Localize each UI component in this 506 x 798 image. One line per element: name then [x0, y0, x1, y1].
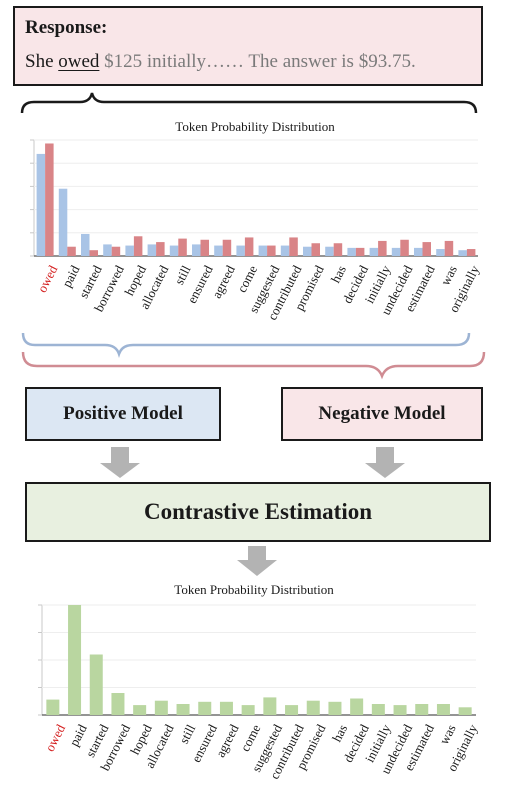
bar-contrastive-ensured: [198, 701, 212, 715]
bar-contrastive-still: [176, 704, 190, 715]
bar-contrastive-originally: [458, 707, 472, 715]
bar-negative-come: [244, 237, 254, 256]
bar-positive-initially: [369, 247, 379, 256]
x-tick-label-still: still: [171, 263, 193, 288]
bar-negative-borrowed: [111, 246, 121, 256]
bar-positive-started: [81, 233, 90, 256]
x-tick-label-agreed: agreed: [209, 262, 238, 300]
bar-contrastive-started: [89, 654, 103, 715]
bar-contrastive-contributed: [285, 705, 299, 715]
bar-positive-estimated: [414, 247, 423, 256]
bar-negative-agreed: [222, 239, 232, 256]
contrastive-to-output-arrow: [237, 546, 277, 576]
x-tick-label-owed: owed: [42, 721, 68, 753]
bar-negative-was: [444, 240, 454, 256]
response-box: Response: She owed $125 initially…… The …: [13, 6, 483, 86]
bar-negative-has: [333, 243, 343, 256]
bar-positive-owed: [36, 153, 46, 256]
bar-contrastive-suggested: [263, 697, 277, 715]
x-tick-label-agreed: agreed: [213, 721, 242, 759]
negative-model-box: Negative Model: [281, 387, 483, 441]
bar-positive-paid: [58, 188, 68, 256]
bar-negative-decided: [355, 247, 365, 256]
bar-contrastive-come: [241, 705, 255, 715]
response-rest-text: $125 initially…… The answer is $93.75.: [104, 51, 416, 72]
x-tick-label-owed: owed: [34, 262, 60, 294]
bar-contrastive-owed: [46, 699, 60, 715]
bar-negative-estimated: [422, 242, 431, 256]
bar-positive-promised: [303, 246, 312, 256]
bar-negative-contributed: [289, 237, 298, 256]
bar-negative-initially: [378, 240, 387, 256]
bar-contrastive-agreed: [219, 701, 233, 715]
x-tick-label-was: was: [437, 263, 460, 288]
bar-positive-decided: [347, 247, 356, 256]
bar-negative-ensured: [200, 239, 209, 256]
bar-contrastive-has: [328, 701, 342, 715]
x-tick-label-has: has: [329, 722, 350, 744]
bar-positive-suggested: [258, 245, 268, 256]
bar-positive-still: [169, 245, 179, 256]
bar-positive-has: [325, 246, 334, 256]
bar-positive-come: [236, 245, 245, 256]
bar-contrastive-estimated: [415, 704, 429, 715]
bar-positive-originally: [458, 250, 467, 256]
bar-positive-ensured: [192, 244, 201, 256]
bar-negative-allocated: [156, 242, 165, 256]
response-highlight-word: owed: [58, 51, 100, 72]
bar-positive-was: [436, 249, 445, 256]
bar-negative-undecided: [400, 239, 409, 256]
x-tick-label-has: has: [328, 263, 349, 285]
bar-contrastive-initially: [371, 704, 385, 715]
negative-to-contrastive-arrow: [365, 447, 405, 478]
positive-model-box: Positive Model: [25, 387, 221, 441]
contrastive-estimation-box: Contrastive Estimation: [25, 482, 491, 542]
response-heading: Response:: [25, 17, 108, 38]
bar-contrastive-hoped: [133, 705, 147, 715]
bar-positive-undecided: [391, 247, 401, 256]
positive-to-contrastive-arrow: [100, 447, 140, 478]
bar-negative-promised: [311, 243, 320, 256]
bar-positive-borrowed: [103, 244, 112, 256]
top-chart-title: Token Probability Distribution: [175, 119, 335, 134]
response-brace: [20, 92, 478, 114]
bar-negative-originally: [466, 249, 476, 256]
bar-contrastive-allocated: [154, 700, 168, 715]
bar-contrastive-borrowed: [111, 693, 125, 715]
bar-positive-contributed: [280, 245, 290, 256]
positive-brace: [21, 332, 471, 358]
bar-positive-agreed: [214, 245, 223, 256]
response-lead-word: She: [25, 51, 54, 72]
bar-contrastive-decided: [350, 698, 364, 715]
bar-positive-allocated: [147, 244, 157, 256]
bar-negative-still: [178, 238, 187, 256]
bar-negative-hoped: [133, 236, 143, 256]
negative-brace: [21, 351, 486, 380]
bar-contrastive-undecided: [393, 705, 407, 715]
bottom-chart-title: Token Probability Distribution: [174, 582, 334, 597]
bar-negative-started: [89, 250, 98, 256]
response-text: She owed $125 initially…… The answer is …: [25, 51, 416, 73]
bar-contrastive-paid: [68, 605, 82, 715]
bar-positive-hoped: [125, 245, 134, 256]
bar-contrastive-promised: [306, 700, 320, 715]
bar-contrastive-was: [436, 704, 450, 715]
bar-negative-suggested: [267, 245, 276, 256]
bar-negative-owed: [45, 143, 54, 256]
bar-negative-paid: [67, 246, 76, 256]
